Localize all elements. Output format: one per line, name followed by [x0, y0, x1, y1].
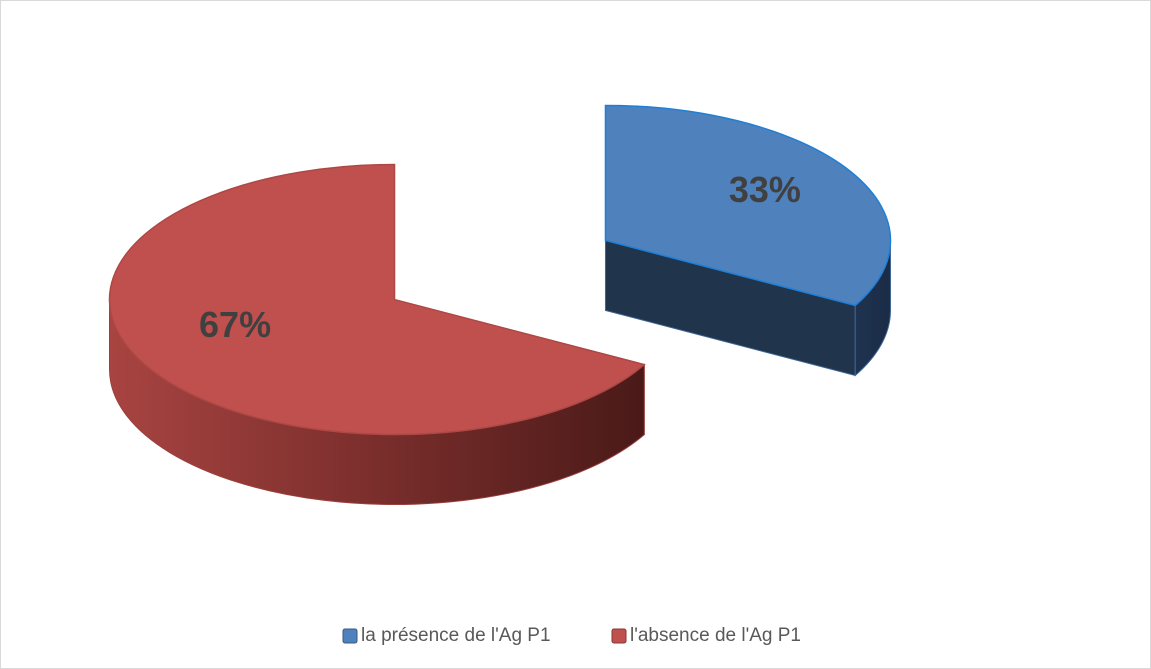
data-label: 67% — [199, 304, 271, 345]
slice-top — [604, 104, 892, 307]
pie-slice — [108, 163, 646, 506]
legend-label: la présence de l'Ag P1 — [361, 625, 551, 646]
data-label: 33% — [729, 169, 801, 210]
legend-swatch — [342, 628, 358, 644]
pie: 33% 67% — [108, 104, 892, 506]
slice-top — [108, 163, 646, 436]
legend-label: l'absence de l'Ag P1 — [630, 625, 801, 646]
legend: la présence de l'Ag P1 l'absence de l'Ag … — [342, 625, 801, 646]
pie-slice — [604, 104, 892, 377]
legend-swatch — [611, 628, 627, 644]
